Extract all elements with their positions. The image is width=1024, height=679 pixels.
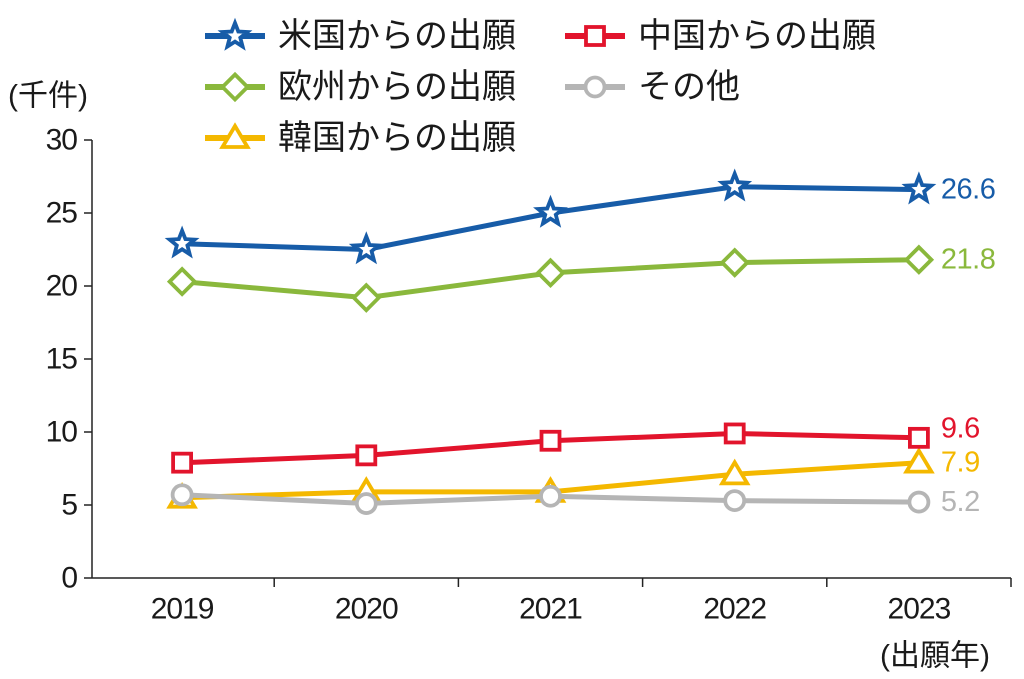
data-point-marker [903, 446, 935, 474]
end-data-label-0: 26.6 [941, 174, 995, 206]
data-point-marker [539, 484, 562, 508]
legend-label: 韓国からの出願 [278, 119, 516, 157]
data-point-marker [164, 225, 200, 259]
x-axis: 2019 2020 2021 2022 2023 [92, 577, 1012, 626]
legend-label: 中国からの出願 [638, 17, 876, 55]
data-point-marker [901, 171, 937, 205]
data-point-marker [535, 257, 566, 289]
legend-item-0: 米国からの出願 [205, 17, 516, 55]
end-data-label-3: 5.2 [941, 486, 980, 518]
data-point-marker [171, 451, 194, 474]
legend-marker [583, 75, 607, 99]
x-tick-label: 2021 [519, 593, 582, 626]
plot-area [164, 168, 937, 515]
data-point-marker [903, 244, 935, 275]
end-data-labels: 5.2 7.99.6 21.8 26.6 [941, 174, 996, 518]
y-tick-label: 25 [46, 197, 78, 230]
y-tick-label: 5 [61, 489, 77, 522]
legend-item-3: その他 [565, 68, 740, 106]
y-tick-label: 0 [61, 562, 77, 595]
end-data-label-1: 9.6 [941, 413, 980, 445]
data-point-marker [907, 490, 931, 514]
data-point-marker [718, 458, 751, 486]
x-tick-label: 2019 [151, 593, 214, 626]
data-point-marker [166, 266, 198, 297]
end-data-label-2: 21.8 [941, 244, 995, 276]
x-tick-label: 2023 [888, 593, 951, 626]
x-tick-label: 2020 [335, 593, 398, 626]
data-point-marker [723, 422, 746, 445]
y-tick-label: 15 [46, 343, 78, 376]
legend-label: 米国からの出願 [278, 17, 516, 55]
data-point-marker [723, 489, 747, 513]
legend-marker [217, 17, 253, 51]
series-0 [164, 168, 937, 265]
series-3 [170, 483, 931, 515]
legend-marker [219, 71, 251, 103]
data-point-marker [355, 444, 378, 467]
data-point-marker [351, 282, 382, 313]
legend-label: 欧州からの出願 [278, 68, 516, 106]
x-axis-title: (出願年) [880, 640, 990, 673]
legend-item-4: 韓国からの出願 [205, 119, 516, 157]
legend-item-1: 中国からの出願 [565, 17, 876, 55]
y-tick-label: 20 [46, 270, 78, 303]
data-point-marker [348, 231, 384, 265]
data-point-marker [717, 168, 753, 202]
data-point-marker [354, 492, 378, 515]
series-2 [166, 244, 935, 313]
y-axis-unit-label: (千件) [8, 80, 88, 113]
data-point-marker [908, 426, 930, 449]
y-tick-label: 10 [46, 416, 78, 449]
legend-item-2: 欧州からの出願 [205, 68, 516, 106]
legend-label: その他 [638, 68, 740, 106]
data-point-marker [533, 194, 568, 228]
legend-marker [219, 122, 251, 149]
x-tick-label: 2022 [703, 593, 766, 626]
data-point-marker [719, 247, 750, 278]
y-tick-label: 30 [46, 124, 78, 157]
legend-marker [584, 25, 606, 47]
series-1 [171, 422, 930, 474]
end-data-label-4: 7.9 [941, 447, 980, 479]
data-point-marker [539, 429, 562, 452]
y-axis: 0 5 10 15 20 25 30 [46, 124, 93, 595]
data-point-marker [170, 483, 194, 507]
